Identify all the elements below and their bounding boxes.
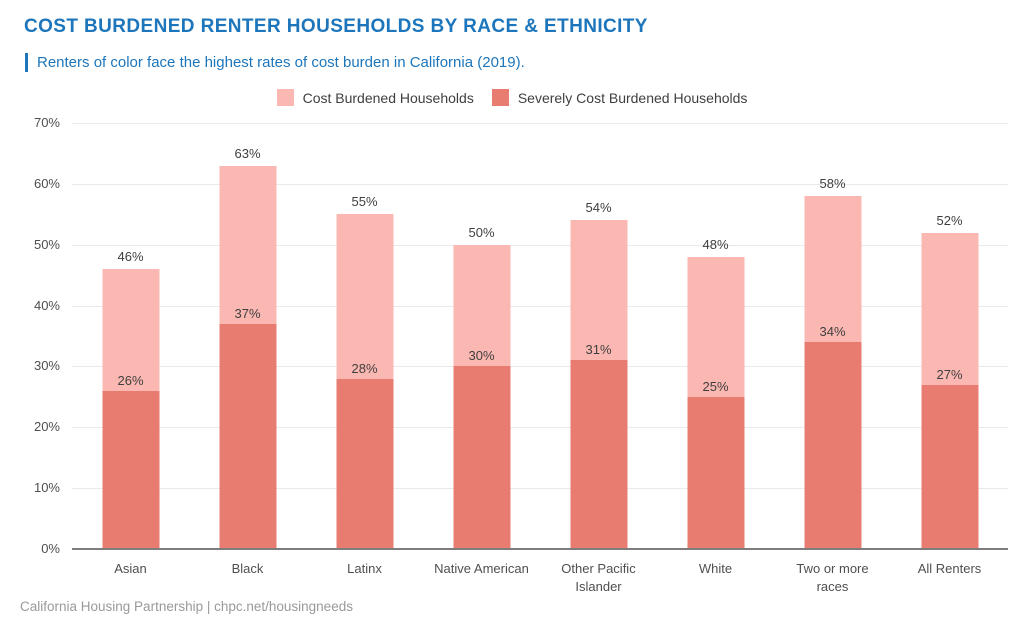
chart-title: COST BURDENED RENTER HOUSEHOLDS BY RACE … (24, 16, 648, 37)
bar-severe-segment (687, 396, 744, 549)
footer-credit: California Housing Partnership | chpc.ne… (20, 599, 353, 614)
x-axis-labels: Asian Black Latinx Native American Other Pac… (72, 560, 1008, 595)
bar-total-label: 52% (936, 212, 963, 228)
bar-total (336, 214, 393, 549)
gridline-70pct (72, 123, 1008, 124)
chart-subtitle: Renters of color face the highest rates … (37, 54, 525, 71)
bar-severe-label: 37% (234, 305, 261, 321)
y-axis-label-10pct: 10% (33, 480, 60, 496)
bar-total (570, 220, 627, 549)
bar-severe-segment (570, 360, 627, 549)
bar-total-label: 46% (117, 249, 144, 265)
legend-item-severely-cost-burdened: Severely Cost Burdened Households (491, 89, 748, 106)
bar-severe-segment (804, 342, 861, 549)
legend-label-cost-burdened: Cost Burdened Households (302, 89, 474, 106)
legend-swatch-cost-burdened (276, 89, 294, 106)
legend-label-severely-cost-burdened: Severely Cost Burdened Households (517, 89, 748, 106)
bar-total-label: 48% (702, 236, 729, 252)
bar-column-two-or-more-races: 58% 34% (774, 123, 891, 549)
bar-columns: 46% 26% 63% 37% 55% 28% 50% 30% 54% 31% 48% 25% 58% 3… (72, 123, 1008, 549)
gridline-40pct (72, 305, 1008, 307)
bar-severe-label: 26% (117, 372, 144, 388)
bar-total-label: 63% (234, 145, 261, 161)
bar-column-native-american: 50% 30% (423, 123, 540, 549)
legend-swatch-severely-cost-burdened (491, 89, 509, 106)
bar-severe-segment (336, 378, 393, 549)
bar-column-other-pacific-islander: 54% 31% (540, 123, 657, 549)
bar-total (921, 232, 978, 549)
bar-severe-segment (219, 323, 276, 549)
bar-severe-label: 30% (468, 348, 495, 364)
y-axis-label-40pct: 40% (33, 297, 60, 313)
legend-item-cost-burdened: Cost Burdened Households (276, 89, 474, 106)
gridline-10pct (72, 488, 1008, 490)
chart-legend: Cost Burdened Households Severely Cost B… (0, 89, 1024, 106)
bar-total (687, 256, 744, 549)
chart-subtitle-row: Renters of color face the highest rates … (25, 53, 525, 72)
bar-total (804, 196, 861, 549)
x-axis-label-two-or-more-races: Two or more races (796, 561, 869, 594)
y-axis-label-0pct: 0% (41, 541, 60, 556)
gridline-20pct (72, 427, 1008, 429)
gridline-50pct (72, 244, 1008, 246)
gridline-30pct (72, 366, 1008, 368)
x-axis-label-other-pacific-islander: Other Pacific Islander (561, 561, 636, 594)
x-axis-line (72, 548, 1008, 550)
y-axis-label-30pct: 30% (33, 358, 60, 374)
bar-severe-label: 25% (702, 378, 729, 394)
bar-total-label: 58% (819, 176, 846, 192)
bar-column-black: 63% 37% (189, 123, 306, 549)
bar-total-label: 55% (351, 194, 378, 210)
y-axis-label-70pct: 70% (33, 115, 60, 130)
bar-severe-label: 27% (936, 366, 963, 382)
x-axis-label-black: Black (231, 561, 264, 576)
x-axis-label-all-renters: All Renters (917, 561, 982, 576)
bar-column-latinx: 55% 28% (306, 123, 423, 549)
bar-column-all-renters: 52% 27% (891, 123, 1008, 549)
gridline-60pct (72, 183, 1008, 185)
bar-severe-segment (453, 366, 510, 549)
plot-area: 46% 26% 63% 37% 55% 28% 50% 30% 54% 31% 48% 25% 58% 3… (72, 123, 1008, 550)
x-axis-label-white: White (698, 561, 733, 576)
y-axis-label-50pct: 50% (33, 236, 60, 252)
x-axis-label-asian: Asian (114, 561, 147, 576)
y-axis-label-20pct: 20% (33, 419, 60, 435)
x-axis-label-native-american: Native American (434, 561, 529, 576)
bar-column-asian: 46% 26% (72, 123, 189, 549)
bar-total-label: 50% (468, 224, 495, 240)
bar-total (102, 269, 159, 549)
bar-severe-label: 34% (819, 324, 846, 340)
bar-severe-segment (102, 390, 159, 549)
x-axis-label-latinx: Latinx (347, 561, 382, 576)
y-axis-label-60pct: 60% (33, 175, 60, 191)
bar-severe-label: 31% (585, 342, 612, 358)
subtitle-accent-bar (25, 53, 28, 72)
bar-total-label: 54% (585, 200, 612, 216)
bar-total (219, 165, 276, 549)
bar-total (453, 244, 510, 549)
bar-column-white: 48% 25% (657, 123, 774, 549)
bar-severe-segment (921, 384, 978, 549)
bar-severe-label: 28% (351, 360, 378, 376)
